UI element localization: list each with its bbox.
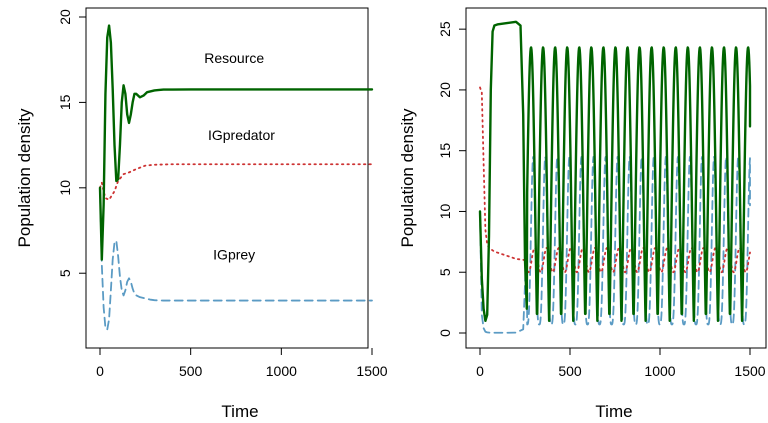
y-tick-label: 20 bbox=[57, 9, 73, 25]
x-tick-label: 500 bbox=[558, 363, 582, 379]
right-y-axis: 0 5 10 15 20 25 bbox=[437, 21, 466, 337]
right-y-axis-label: Population density bbox=[398, 108, 417, 247]
x-tick-label: 1000 bbox=[266, 363, 297, 379]
x-tick-label: 0 bbox=[476, 363, 484, 379]
x-tick-label: 0 bbox=[96, 363, 104, 379]
left-x-axis-label: Time bbox=[221, 402, 258, 421]
left-y-axis-label: Population density bbox=[15, 108, 34, 247]
x-tick-label: 1500 bbox=[356, 363, 387, 379]
annotation-igpredator: IGpredator bbox=[208, 127, 275, 143]
series-line-igpredator bbox=[100, 164, 372, 200]
y-tick-label: 0 bbox=[437, 329, 453, 337]
x-tick-label: 1500 bbox=[734, 363, 765, 379]
annotation-igprey: IGprey bbox=[213, 247, 255, 263]
left-series-group bbox=[100, 26, 372, 330]
annotation-resource: Resource bbox=[204, 50, 264, 66]
left-chart-panel: 5 10 15 20 0 500 1000 1500 Resource IGpredator I… bbox=[15, 8, 388, 421]
x-tick-label: 1000 bbox=[644, 363, 675, 379]
left-annotations: Resource IGpredator IGprey bbox=[204, 50, 275, 262]
y-tick-label: 25 bbox=[437, 21, 453, 37]
left-y-axis: 5 10 15 20 bbox=[57, 9, 86, 277]
y-tick-label: 15 bbox=[57, 94, 73, 110]
right-chart-panel: 0 5 10 15 20 25 0 500 1000 1500 Time Population … bbox=[398, 8, 766, 421]
y-tick-label: 10 bbox=[437, 203, 453, 219]
y-tick-label: 15 bbox=[437, 143, 453, 159]
y-tick-label: 10 bbox=[57, 180, 73, 196]
x-tick-label: 500 bbox=[179, 363, 203, 379]
series-line-igprey bbox=[480, 157, 750, 333]
y-tick-label: 5 bbox=[437, 268, 453, 276]
right-series-group bbox=[480, 22, 750, 333]
right-x-axis-label: Time bbox=[595, 402, 632, 421]
right-x-axis: 0 500 1000 1500 bbox=[476, 348, 766, 379]
y-tick-label: 20 bbox=[437, 82, 453, 98]
y-tick-label: 5 bbox=[57, 269, 73, 277]
left-x-axis: 0 500 1000 1500 bbox=[96, 348, 388, 379]
